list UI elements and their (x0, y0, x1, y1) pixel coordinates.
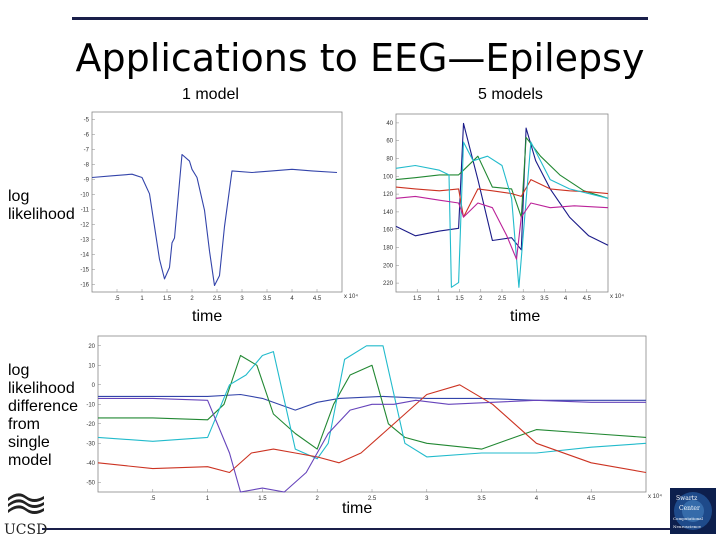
y-tick-label: 180 (383, 246, 394, 252)
x-tick-label: 3 (240, 296, 244, 302)
x-tick-label: 3.5 (540, 296, 549, 302)
x-tick-label: 2 (479, 296, 483, 302)
x-tick-label: 4.5 (587, 496, 596, 502)
x-tick-label: 2 (190, 296, 194, 302)
series-line-1 (395, 122, 609, 251)
swartz-center-logo: Swartz Center Computational Neuroscience (670, 488, 716, 534)
bottom-rule (42, 528, 672, 530)
plot-frame (91, 111, 343, 293)
y-tick-label: 10 (88, 363, 95, 369)
series-line-5 (98, 397, 646, 493)
y-tick-label: -10 (86, 402, 95, 408)
series-line-4 (97, 384, 647, 474)
chart-5-models: 40 60 80 100 120 140 160 180 200 220 1.5 1 1.5 2 2.5 3 3… (383, 113, 624, 302)
x-exponent-label: x 10⁴ (610, 293, 624, 300)
series-line-5 (395, 195, 609, 260)
logo-line-4: Neuroscience (673, 524, 702, 529)
y-tick-label: 40 (386, 121, 393, 127)
chart-1-model: -5 -6 -7 -8 -9 -10 -11 -12 -13 -14 -15 -16 .5 1 1.5 2 2.… (80, 111, 358, 302)
x-exponent-label: x 10⁴ (344, 293, 358, 300)
y-tick-label: 200 (383, 263, 394, 269)
x-tick-label: 3 (522, 296, 526, 302)
y-tick-label: -30 (86, 441, 95, 447)
y-tick-label: -40 (86, 461, 95, 467)
label-time-bottom: time (342, 500, 373, 517)
logo-line-1: Swartz (676, 495, 697, 502)
ucsd-logo-text: UCSD (4, 522, 47, 538)
x-tick-label: 3.5 (263, 296, 272, 302)
y-tick-label: -13 (80, 238, 89, 244)
x-tick-label: 4 (535, 496, 539, 502)
x-tick-label: 1.5 (413, 296, 422, 302)
x-tick-label: 1.5 (258, 496, 267, 502)
label-time-left: time (192, 308, 223, 325)
series-line-2 (98, 354, 647, 450)
y-tick-label: 140 (383, 210, 394, 216)
y-tick-label: -11 (81, 208, 90, 214)
y-tick-label: -7 (84, 148, 90, 154)
y-tick-label: -16 (80, 283, 89, 289)
y-tick-label: 160 (383, 228, 394, 234)
logo-line-2: Center (679, 505, 700, 512)
y-tick-label: -6 (84, 133, 90, 139)
x-tick-label: 4 (290, 296, 294, 302)
label-log-likelihood: log likelihood (8, 188, 75, 223)
series-line-4 (395, 141, 609, 288)
y-tick-label: -14 (80, 253, 89, 259)
y-tick-label: 20 (88, 344, 95, 350)
y-tick-label: 80 (386, 157, 393, 163)
series-line-3 (97, 345, 647, 460)
x-tick-label: 1.5 (163, 296, 172, 302)
x-tick-label: 3.5 (477, 496, 486, 502)
y-tick-label: -12 (80, 223, 89, 229)
series-line-1 (98, 393, 646, 411)
label-log-likelihood-difference: log likelihood difference from single mo… (8, 362, 78, 469)
y-tick-label: -15 (80, 268, 89, 274)
x-tick-label: 2 (316, 496, 320, 502)
x-tick-label: .5 (114, 296, 120, 302)
plot-frame (395, 113, 609, 293)
x-tick-label: 1.5 (455, 296, 464, 302)
x-tick-label: .5 (150, 496, 156, 502)
slide-title: Applications to EEG—Epilepsy (75, 36, 645, 80)
series-line-2 (395, 136, 609, 218)
x-tick-label: 2.5 (498, 296, 507, 302)
x-tick-label: 3 (425, 496, 429, 502)
chart-log-likelihood-difference: 20 10 0 -10 -20 -30 -40 -50 .5 1 1.5 2 2.5 3 3.5 4 4.5 x … (86, 335, 662, 502)
ucsd-logo: UCSD (4, 493, 47, 538)
y-tick-label: -8 (84, 163, 90, 169)
x-tick-label: 4.5 (583, 296, 592, 302)
y-tick-label: 60 (386, 139, 393, 145)
y-tick-label: -5 (84, 118, 90, 124)
x-tick-label: 4 (564, 296, 568, 302)
x-exponent-label: x 10⁴ (648, 493, 662, 500)
x-tick-label: 4.5 (313, 296, 322, 302)
x-tick-label: 2.5 (368, 496, 377, 502)
y-tick-label: 220 (383, 281, 394, 287)
plot-frame (97, 335, 647, 493)
y-tick-label: 100 (383, 174, 394, 180)
x-tick-label: 1 (140, 296, 144, 302)
y-tick-label: -9 (84, 178, 90, 184)
y-tick-label: 0 (92, 383, 96, 389)
x-tick-label: 1 (206, 496, 210, 502)
x-tick-label: 1 (437, 296, 441, 302)
x-tick-label: 2.5 (213, 296, 222, 302)
series-line-1 (91, 153, 338, 287)
series-line-3 (395, 179, 609, 218)
y-tick-label: -50 (86, 480, 95, 486)
logo-line-3: Computational (673, 516, 704, 521)
y-tick-label: -20 (86, 422, 95, 428)
y-tick-label: 120 (383, 192, 394, 198)
label-5-models: 5 models (478, 86, 543, 103)
label-1-model: 1 model (182, 86, 239, 103)
label-time-right: time (510, 308, 541, 325)
top-rule (72, 17, 648, 20)
y-tick-label: -10 (80, 193, 89, 199)
